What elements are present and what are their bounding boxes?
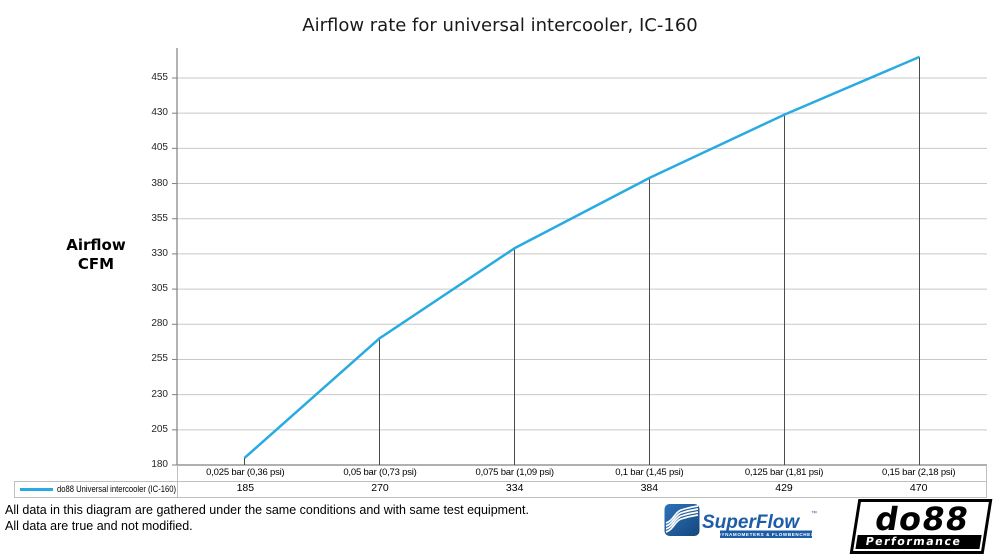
series-value-cell-2: 270 [371, 482, 389, 494]
y-tick-label-280: 280 [151, 318, 168, 330]
legend-line-swatch [20, 487, 53, 491]
x-axis-category-cell-4: 0,1 bar (1,45 psi) [615, 467, 684, 478]
do88-logo: do88 Performance [849, 499, 993, 554]
series-value-cell-4: 384 [640, 482, 659, 494]
y-tick-label-355: 355 [151, 212, 168, 224]
series-value-cell-1: 185 [236, 482, 255, 494]
data-table-values-row: do88 Universal intercooler (IC-160) 185 2… [14, 481, 987, 498]
series-value-cells: 185 270 334 384 429 470 [178, 481, 986, 497]
do88-tagline: Performance [855, 535, 982, 549]
x-axis-category-cell-1: 0,025 bar (0,36 psi) [206, 467, 285, 478]
chart-title: Airflow rate for universal intercooler, … [302, 15, 698, 36]
y-tick-label-305: 305 [151, 283, 168, 295]
y-axis-title-line1: Airflow [66, 236, 126, 254]
y-tick-label-430: 430 [151, 107, 168, 119]
y-tick-label-230: 230 [151, 388, 168, 400]
y-tick-label-380: 380 [151, 177, 168, 189]
superflow-tagline-banner: DYNAMOMETERS & FLOWBENCHES [717, 530, 814, 538]
do88-wordmark: do88 [872, 500, 972, 538]
y-tick-label-205: 205 [151, 423, 168, 435]
y-axis-title-line2: CFM [77, 255, 115, 273]
series-value-cell-3: 334 [505, 482, 524, 494]
x-axis-category-cell-3: 0,075 bar (1,09 psi) [475, 467, 554, 478]
superflow-wave-icon [664, 504, 700, 536]
y-tick-label-180: 180 [151, 459, 168, 470]
airflow-series-line [243, 55, 920, 459]
x-axis-category-cell-2: 0,05 bar (0,73 psi) [343, 467, 417, 478]
y-axis-title: Airflow CFM [38, 236, 154, 274]
y-tick-label-330: 330 [151, 247, 168, 259]
y-tick-label-455: 455 [151, 72, 168, 83]
x-axis-labels-row: 0,025 bar (0,36 psi) 0,05 bar (0,73 psi) 0… [177, 465, 987, 482]
do88-logo-frame: do88 Performance [849, 499, 993, 554]
series-value-cell-5: 429 [775, 482, 793, 494]
y-tick-label-405: 405 [151, 142, 168, 154]
superflow-wordmark: SuperFlow [702, 512, 800, 533]
superflow-logo: SuperFlow ™ DYNAMOMETERS & FLOWBENCHES [664, 504, 817, 538]
footer-note-line-2: All data are true and not modified. [5, 519, 193, 533]
superflow-trademark-symbol: ™ [811, 510, 817, 517]
series-value-cell-6: 470 [909, 482, 928, 494]
footer-note-line-1: All data in this diagram are gathered un… [5, 503, 529, 517]
legend-series-name: do88 Universal intercooler (IC-160) [57, 484, 177, 494]
legend-cell: do88 Universal intercooler (IC-160) [15, 481, 178, 497]
x-axis-category-cell-5: 0,125 bar (1,81 psi) [744, 467, 824, 478]
x-axis-category-cell-6: 0,15 bar (2,18 psi) [882, 467, 956, 478]
y-tick-label-255: 255 [151, 353, 168, 365]
superflow-tagline: DYNAMOMETERS & FLOWBENCHES [717, 532, 814, 537]
